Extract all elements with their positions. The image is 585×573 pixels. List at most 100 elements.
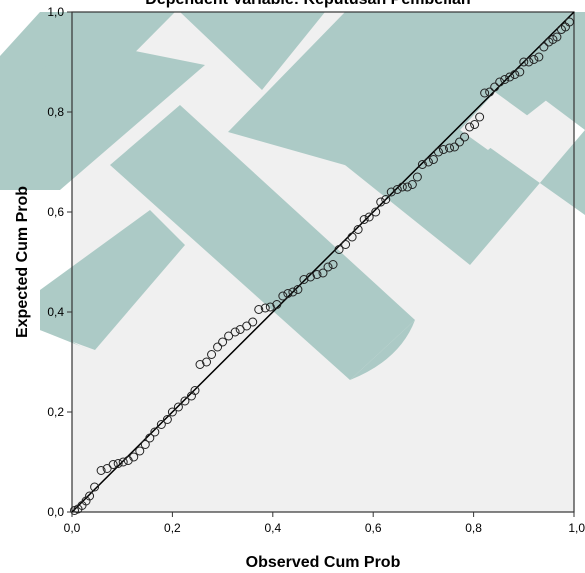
- data-point: [539, 42, 549, 52]
- data-point: [213, 342, 223, 352]
- data-point: [495, 77, 505, 87]
- data-point: [278, 291, 288, 301]
- data-point: [381, 195, 391, 204]
- data-point: [190, 386, 200, 395]
- data-point: [96, 466, 106, 475]
- data-point: [519, 57, 529, 67]
- plot-frame: [71, 11, 575, 513]
- data-point: [156, 420, 166, 429]
- y-tick-label: 0,4: [47, 305, 64, 319]
- data-point: [140, 440, 150, 449]
- data-point: [364, 212, 374, 222]
- data-point: [392, 185, 402, 194]
- x-tick-label: 0,2: [164, 521, 181, 535]
- y-tick-label: 0,8: [47, 105, 64, 119]
- x-tick-label: 0,0: [64, 521, 81, 535]
- data-point: [505, 72, 515, 82]
- data-points: [70, 17, 574, 515]
- data-point: [445, 143, 455, 153]
- data-point: [490, 82, 500, 92]
- data-point: [145, 433, 155, 443]
- data-point: [260, 303, 270, 313]
- data-point: [113, 459, 123, 468]
- data-point: [500, 75, 510, 84]
- data-point: [359, 215, 369, 224]
- y-tick-label: 0,0: [47, 505, 64, 519]
- data-point: [529, 55, 539, 64]
- data-point: [397, 182, 407, 192]
- data-point: [108, 460, 118, 469]
- data-point: [402, 182, 412, 192]
- data-point: [347, 232, 357, 242]
- y-tick-label: 0,2: [47, 405, 64, 419]
- data-point: [465, 122, 475, 132]
- x-tick-label: 0,4: [264, 521, 281, 535]
- x-axis-title: Observed Cum Prob: [246, 554, 401, 571]
- data-point: [510, 70, 520, 79]
- data-point: [265, 302, 275, 312]
- data-point: [534, 52, 544, 62]
- x-tick-label: 0,6: [365, 521, 382, 535]
- data-point: [460, 132, 470, 142]
- data-point: [428, 155, 438, 164]
- y-tick-label: 1,0: [47, 5, 64, 19]
- data-point: [433, 147, 443, 157]
- data-point: [173, 402, 183, 412]
- data-point: [323, 262, 333, 272]
- data-point: [195, 360, 205, 369]
- data-point: [386, 187, 396, 197]
- data-point: [334, 245, 344, 254]
- data-point: [254, 305, 264, 314]
- data-point: [515, 67, 525, 77]
- chart-title: Dependent Variable: Keputusan Pembelian: [145, 0, 470, 8]
- data-point: [552, 32, 562, 42]
- data-point: [455, 137, 465, 147]
- data-point: [412, 172, 422, 182]
- data-point: [475, 112, 485, 122]
- reference-line: [71, 11, 575, 513]
- data-point: [90, 482, 100, 492]
- data-point: [328, 260, 338, 269]
- data-point: [135, 446, 145, 456]
- data-point: [299, 275, 309, 284]
- data-point: [438, 145, 448, 154]
- data-point: [353, 225, 363, 234]
- data-point: [150, 427, 160, 437]
- data-point: [312, 270, 322, 279]
- data-point: [318, 268, 328, 278]
- data-point: [202, 357, 212, 367]
- x-tick-label: 1,0: [568, 521, 585, 535]
- data-point: [480, 88, 490, 98]
- data-point: [167, 407, 177, 417]
- data-point: [371, 207, 381, 217]
- data-point: [305, 272, 315, 282]
- data-point: [288, 287, 298, 297]
- data-point: [485, 87, 495, 97]
- x-tick-label: 0,8: [465, 521, 482, 535]
- data-point: [417, 160, 427, 169]
- data-point: [207, 350, 217, 359]
- data-point: [248, 317, 258, 327]
- data-point: [218, 337, 228, 347]
- data-point: [407, 180, 417, 189]
- data-point: [230, 327, 240, 337]
- data-point: [118, 457, 128, 467]
- data-point: [180, 396, 190, 406]
- data-point: [341, 240, 351, 249]
- data-point: [450, 142, 460, 152]
- data-point: [524, 57, 534, 67]
- data-point: [162, 415, 172, 424]
- data-point: [224, 331, 234, 341]
- y-tick-label: 0,6: [47, 205, 64, 219]
- data-point: [423, 157, 433, 167]
- data-point: [272, 300, 282, 309]
- y-axis-ticks: 0,0 0,2 0,4 0,6 0,8 1,0: [47, 5, 72, 519]
- data-point: [283, 289, 293, 298]
- data-point: [376, 197, 386, 207]
- data-point: [564, 17, 574, 27]
- data-point: [293, 285, 303, 294]
- watermark-logo: [0, 12, 585, 512]
- x-axis-ticks: 0,0 0,2 0,4 0,6 0,8 1,0: [64, 512, 585, 535]
- data-point: [85, 491, 95, 501]
